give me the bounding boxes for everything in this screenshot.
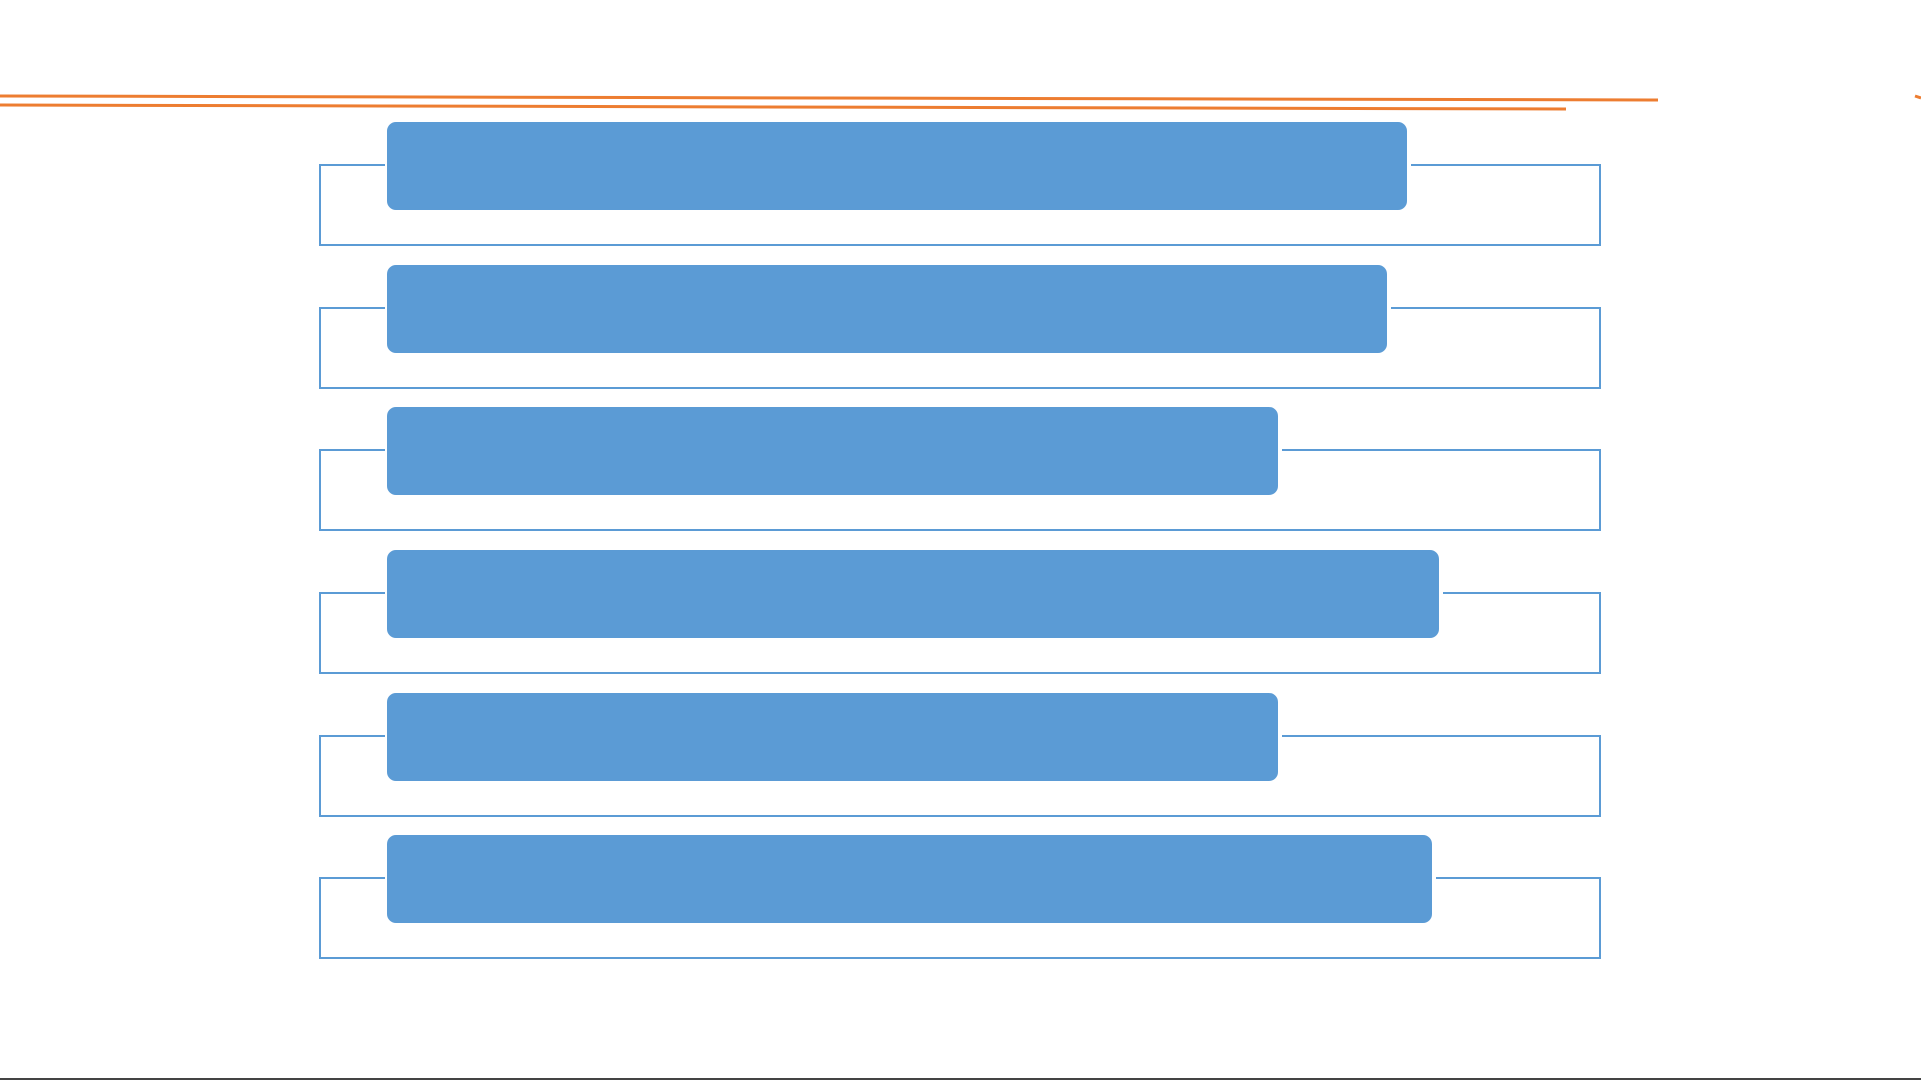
list-box xyxy=(385,833,1434,925)
list-box xyxy=(385,405,1280,497)
list-frame xyxy=(319,307,1601,389)
accent-line xyxy=(1914,94,1921,100)
list-box xyxy=(385,691,1280,783)
list-box xyxy=(385,548,1441,640)
accent-line xyxy=(0,103,1567,111)
list-frame xyxy=(319,164,1601,246)
accent-line xyxy=(0,94,1659,102)
list-frame xyxy=(319,735,1601,817)
list-frame xyxy=(319,592,1601,674)
list-box xyxy=(385,263,1389,355)
list-frame xyxy=(319,877,1601,959)
list-box xyxy=(385,120,1409,212)
list-frame xyxy=(319,449,1601,531)
